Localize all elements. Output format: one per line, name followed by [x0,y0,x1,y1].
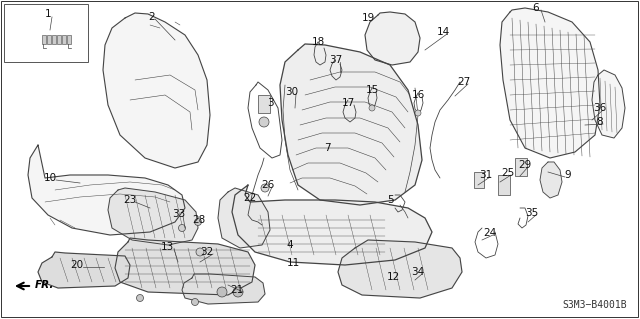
Text: 35: 35 [525,208,539,218]
Text: 36: 36 [593,103,607,113]
Text: 5: 5 [387,195,394,205]
Text: 15: 15 [365,85,379,95]
Text: 33: 33 [172,209,186,219]
Polygon shape [280,44,422,205]
Bar [4,4,88,62]
Polygon shape [232,185,432,265]
Polygon shape [28,145,185,235]
Text: 21: 21 [230,285,244,295]
Bar [258,95,270,113]
Polygon shape [103,13,210,168]
Bar [62,35,66,44]
Polygon shape [338,240,462,298]
Bar [52,35,56,44]
Polygon shape [218,188,270,248]
Text: 22: 22 [243,193,257,203]
Polygon shape [115,238,255,295]
Text: 29: 29 [518,160,532,170]
Text: 37: 37 [330,55,342,65]
Text: 32: 32 [200,247,214,257]
Text: 6: 6 [532,3,540,13]
Circle shape [195,219,202,226]
Text: 23: 23 [124,195,136,205]
Polygon shape [540,162,562,198]
Text: 7: 7 [324,143,330,153]
Polygon shape [248,82,282,158]
Polygon shape [108,188,198,245]
Circle shape [191,299,198,306]
Text: 30: 30 [285,87,299,97]
Bar [57,35,61,44]
Text: 1: 1 [45,9,51,19]
Circle shape [261,184,269,192]
Circle shape [369,105,375,111]
Text: 8: 8 [596,117,604,127]
Text: 13: 13 [161,242,173,252]
Polygon shape [592,70,625,138]
Text: 16: 16 [412,90,424,100]
Text: 18: 18 [312,37,324,47]
Text: 12: 12 [387,272,399,282]
Bar [474,172,484,188]
Text: 19: 19 [362,13,374,23]
Polygon shape [500,8,600,158]
Polygon shape [365,12,420,65]
Circle shape [196,248,204,256]
Text: 20: 20 [70,260,84,270]
Bar [47,35,51,44]
Text: 17: 17 [341,98,355,108]
Text: 3: 3 [267,98,273,108]
Circle shape [136,294,143,301]
Circle shape [415,110,421,116]
Text: 2: 2 [148,12,156,22]
Polygon shape [182,274,265,304]
Text: 9: 9 [564,170,572,180]
Text: 10: 10 [44,173,56,183]
Text: 27: 27 [458,77,470,87]
Circle shape [217,287,227,297]
Polygon shape [38,252,130,288]
Text: 25: 25 [501,168,515,178]
Circle shape [179,225,186,232]
Text: 31: 31 [479,170,493,180]
Text: 28: 28 [193,215,205,225]
Text: FR.: FR. [35,280,54,290]
Bar [498,175,510,195]
Bar [42,35,46,44]
Circle shape [259,117,269,127]
Text: 11: 11 [286,258,300,268]
Text: 34: 34 [412,267,424,277]
Bar [515,158,527,176]
Text: 14: 14 [436,27,450,37]
Text: S3M3−B4001B: S3M3−B4001B [563,300,627,310]
Text: 26: 26 [261,180,275,190]
Text: 24: 24 [483,228,497,238]
Text: 4: 4 [287,240,293,250]
Bar [67,35,71,44]
Circle shape [233,287,243,297]
